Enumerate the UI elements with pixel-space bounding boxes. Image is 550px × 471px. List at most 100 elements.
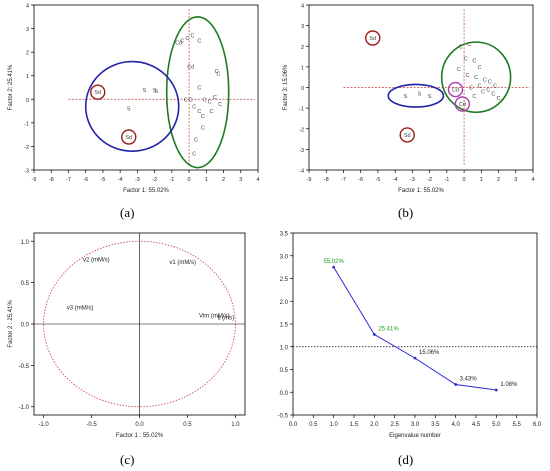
x-tick-label: 6.0 <box>533 422 542 428</box>
data-point-label: Sd <box>369 36 376 42</box>
x-tick-label: -1 <box>444 177 449 183</box>
panel-label-c: (c) <box>120 452 135 467</box>
variance-label: 3.43% <box>460 377 478 383</box>
scree-chart-d: 0.0 0.5 1.0 1.5 2.0 2.5 3.0 3.5 4.0 4.5 5.0 5.5 6.0 -… <box>267 232 542 440</box>
data-point-label: Cd <box>187 64 194 70</box>
unit-circle <box>43 240 236 408</box>
y-tick-label: -4 <box>299 169 304 175</box>
variable-label: v2 (mM/s) <box>83 257 110 263</box>
panel-label-d: (d) <box>398 452 414 467</box>
panel-label-b: (b) <box>398 205 414 220</box>
variance-label: 25.41% <box>378 326 399 332</box>
y-tick-label: -2 <box>24 145 29 151</box>
x-tick-label: -9 <box>307 177 312 183</box>
y-tick-label: -0.5 <box>19 364 30 370</box>
x-tick-label: 0.5 <box>183 422 192 428</box>
outlier-circle <box>454 96 471 112</box>
data-point-label: C <box>486 88 490 94</box>
plot-frame <box>33 4 259 171</box>
scatter-chart-b: -9 -8 -7 -6 -5 -4 -3 -2 -1 0 1 2 3 4 -4 -3 -2 -1 0 1 2 3 4 Fact… <box>283 4 535 195</box>
data-point-label: C <box>197 86 201 92</box>
data-point-label: C <box>472 94 476 100</box>
outlier-circle <box>365 30 381 46</box>
chart-panel-c: -1.0 -0.5 0.0 0.5 1.0 -1.0 -0.5 0.0 0.5 1.0 Factor… <box>0 225 275 450</box>
x-tick-label: -1 <box>169 177 174 183</box>
data-point-label: C <box>459 44 463 50</box>
data-point-label: C <box>467 42 471 48</box>
x-tick-label: 2 <box>222 177 225 183</box>
y-tick-label: 1 <box>26 74 29 80</box>
data-point-label: C <box>197 109 201 115</box>
x-tick-label: 1 <box>480 177 483 183</box>
x-axis-title: Factor 1: 55.02% <box>398 188 444 194</box>
data-point-label: S <box>153 88 157 94</box>
x-tick-label: 3 <box>514 177 517 183</box>
x-tick-label: -6 <box>358 177 363 183</box>
x-axis-title: Eigenvalue number <box>389 433 441 439</box>
x-tick-label: 1 <box>205 177 208 183</box>
data-point-label: C <box>466 73 470 79</box>
chart-panel-a: -9 -8 -7 -6 -5 -4 -3 -2 -1 0 1 2 3 4 -3 -2 -1 0 1 2 3 4 Factor… <box>0 0 275 200</box>
y-tick-label: 3 <box>26 27 29 33</box>
data-point-label: C <box>491 92 495 98</box>
variance-label: 1.08% <box>500 382 518 388</box>
data-point-label: C <box>478 65 482 71</box>
outlier-circle <box>447 81 464 98</box>
data-point-label: C <box>488 79 492 85</box>
data-point-label: S <box>428 94 432 100</box>
x-tick-label: -4 <box>393 177 398 183</box>
data-point-label: C <box>457 67 461 73</box>
x-tick-label: -7 <box>341 177 346 183</box>
x-tick-label: 1.5 <box>350 422 359 428</box>
x-tick-label: 5.0 <box>492 422 501 428</box>
y-tick-label: 0 <box>301 86 304 92</box>
x-tick-label: 4.5 <box>472 422 481 428</box>
y-tick-label: 2.0 <box>280 300 289 306</box>
x-tick-label: 3.0 <box>411 422 420 428</box>
y-tick-label: 1.0 <box>21 240 30 246</box>
y-tick-label: -1 <box>24 121 29 127</box>
data-point-label: C <box>218 102 222 108</box>
data-point-label: Sd <box>404 133 411 139</box>
group-ellipse <box>165 15 230 169</box>
variance-label: 55.02% <box>323 259 344 265</box>
data-point-label: C <box>192 104 196 110</box>
outlier-circle <box>121 129 137 145</box>
x-tick-label: 0 <box>188 177 191 183</box>
x-tick-label: -0.5 <box>86 422 97 428</box>
data-point-label: C <box>194 137 198 143</box>
variable-label: Vim (mM/s) <box>199 314 230 320</box>
y-tick-label: 4 <box>301 4 304 10</box>
data-point-label: C <box>184 97 188 103</box>
x-tick-label: 5.5 <box>512 422 521 428</box>
group-ellipse <box>387 83 445 108</box>
group-ellipse <box>84 60 180 152</box>
x-tick-label: -2 <box>152 177 157 183</box>
data-point-label: C <box>185 36 189 42</box>
x-tick-label: -7 <box>66 177 71 183</box>
x-tick-label: 0.5 <box>309 422 318 428</box>
data-point-label: Cd <box>459 102 466 108</box>
data-point-label: Cd <box>175 41 182 47</box>
y-tick-label: 0.5 <box>21 281 30 287</box>
y-tick-label: 2.5 <box>280 277 289 283</box>
data-point-label: S <box>142 88 146 94</box>
y-tick-label: 0.0 <box>280 391 289 397</box>
variable-label: v1 (mM/s) <box>169 260 196 266</box>
variable-label: ti (ms) <box>217 315 234 321</box>
data-point-label: C <box>481 90 485 96</box>
x-tick-label: -9 <box>32 177 37 183</box>
y-tick-label: 3.0 <box>280 254 289 260</box>
x-tick-label: 2.5 <box>390 422 399 428</box>
eigenvalue-line <box>333 266 497 391</box>
x-tick-label: 2.0 <box>370 422 379 428</box>
y-axis-title: Factor 2 : 25.41% <box>8 300 14 348</box>
x-tick-label: -6 <box>83 177 88 183</box>
eigenvalue-point <box>372 333 376 336</box>
variance-label: 15.06% <box>419 350 440 356</box>
y-tick-label: 2 <box>26 51 29 57</box>
y-tick-label: 3.5 <box>280 232 289 238</box>
data-point-label: C <box>469 86 473 92</box>
x-tick-label: -8 <box>324 177 329 183</box>
y-tick-label: 2 <box>301 45 304 51</box>
